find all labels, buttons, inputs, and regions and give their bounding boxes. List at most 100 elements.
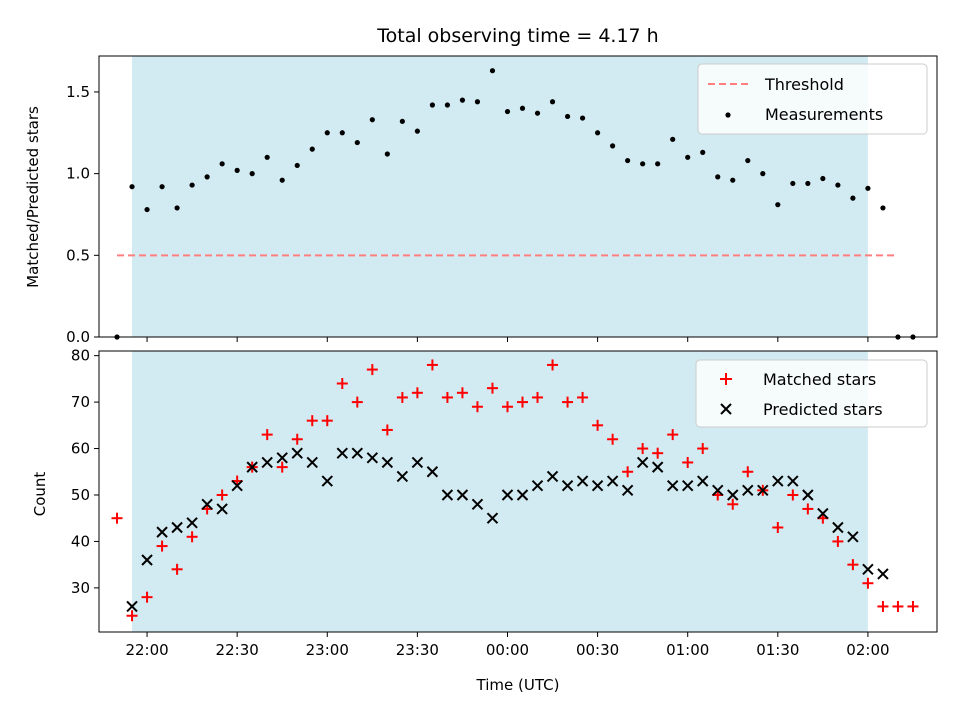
measurement-point [805, 180, 811, 187]
legend-measurements-label: Measurements [765, 105, 883, 124]
measurement-point [429, 102, 435, 108]
matched-star-point [501, 401, 513, 413]
top-y-axis-label: Matched/Predicted stars [24, 106, 42, 288]
x-tick-label: 22:30 [216, 641, 259, 659]
predicted-star-point [381, 456, 394, 469]
measurement-point [579, 115, 586, 121]
x-tick-label: 02:00 [846, 641, 889, 659]
measurement-point [745, 157, 751, 164]
measurement-point [474, 99, 481, 105]
matched-star-point [156, 540, 168, 552]
measurement-point [760, 171, 766, 177]
matched-star-point [441, 391, 453, 403]
predicted-star-point [802, 489, 814, 501]
measurement-point [835, 182, 841, 188]
matched-star-point [336, 378, 348, 390]
predicted-star-point [561, 479, 574, 492]
matched-star-point [907, 600, 919, 612]
predicted-star-point [441, 489, 454, 501]
measurement-point [685, 154, 691, 160]
bottom-legend-box [695, 359, 928, 428]
measurement-point [324, 130, 330, 136]
measurement-point [309, 146, 315, 152]
y-tick-label: 60 [71, 440, 90, 458]
matched-star-point [171, 563, 183, 575]
matched-star-point [261, 429, 273, 441]
matched-star-point [456, 387, 468, 399]
predicted-star-point [411, 456, 424, 469]
predicted-star-point [141, 554, 153, 566]
measurement-point [534, 110, 541, 116]
predicted-star-point [847, 531, 859, 543]
measurement-point [144, 206, 150, 213]
bottom-axes-frame [98, 350, 938, 633]
measurement-point [174, 205, 180, 211]
measurement-point [204, 174, 210, 180]
predicted-star-point [666, 479, 679, 492]
measurement-point [670, 136, 676, 142]
matched-star-point [186, 531, 198, 543]
measurement-point [504, 108, 511, 115]
bottom-legend: Matched stars Predicted stars [695, 359, 928, 428]
measurement-point [655, 161, 661, 167]
measurement-point [159, 184, 165, 190]
legend-predicted-swatch [720, 403, 732, 415]
y-tick-label: 70 [71, 393, 90, 411]
measurement-point [219, 161, 225, 167]
predicted-star-point [171, 521, 183, 534]
top-legend: Threshold Measurements [697, 63, 928, 135]
predicted-star-point [832, 521, 844, 534]
measurement-point [775, 202, 781, 208]
predicted-star-point [621, 484, 634, 497]
y-tick-label: 30 [71, 579, 90, 597]
x-tick-label: 00:30 [576, 641, 619, 659]
matched-star-point [727, 498, 739, 510]
matched-star-point [366, 364, 378, 376]
measurement-point [459, 97, 466, 103]
matched-star-point [306, 415, 318, 427]
matched-star-point [652, 447, 664, 459]
x-tick-label: 23:00 [306, 641, 349, 659]
predicted-star-point [651, 461, 664, 473]
y-tick-label: 0.0 [66, 328, 90, 346]
matched-star-point [517, 396, 529, 408]
predicted-star-point [336, 447, 348, 459]
predicted-star-point [471, 498, 484, 510]
top-panel: 0.0 0.5 1.0 1.5 Matched/Predicted stars Thr… [24, 55, 938, 346]
measurement-point [339, 130, 345, 136]
legend-matched-swatch [720, 373, 732, 385]
predicted-star-point [862, 563, 874, 576]
predicted-star-point [787, 475, 799, 487]
matched-star-point [486, 382, 498, 394]
matched-star-point [126, 610, 138, 622]
bottom-panel: 30 40 50 60 70 80 22:00 22:30 23:00 23:30 00:00 00… [31, 347, 938, 694]
matched-star-point [111, 512, 123, 524]
y-tick-label: 1.0 [66, 165, 90, 183]
predicted-star-point [606, 475, 619, 487]
measurement-point [549, 99, 556, 105]
top-axes-frame [98, 55, 938, 338]
matched-star-point [667, 429, 679, 441]
measurement-point [249, 171, 255, 177]
measurement-point [790, 180, 796, 187]
predicted-star-point [186, 517, 198, 529]
predicted-star-point [276, 452, 288, 464]
legend-matched-label: Matched stars [763, 370, 876, 389]
y-tick-label: 40 [71, 532, 90, 550]
measurement-point [564, 113, 571, 120]
y-tick-label: 0.5 [66, 246, 90, 264]
predicted-star-point [156, 526, 168, 538]
matched-star-point [351, 396, 363, 408]
measurement-point [354, 139, 360, 146]
predicted-star-point [757, 484, 769, 497]
predicted-star-point [576, 475, 589, 487]
measurement-point [730, 177, 736, 183]
x-tick-label: 00:00 [486, 641, 529, 659]
measurement-point [640, 161, 646, 167]
predicted-star-point [426, 466, 439, 478]
measurement-point [519, 105, 526, 111]
predicted-star-point [291, 447, 303, 459]
measurement-point [865, 185, 871, 191]
predicted-star-point [456, 489, 469, 501]
